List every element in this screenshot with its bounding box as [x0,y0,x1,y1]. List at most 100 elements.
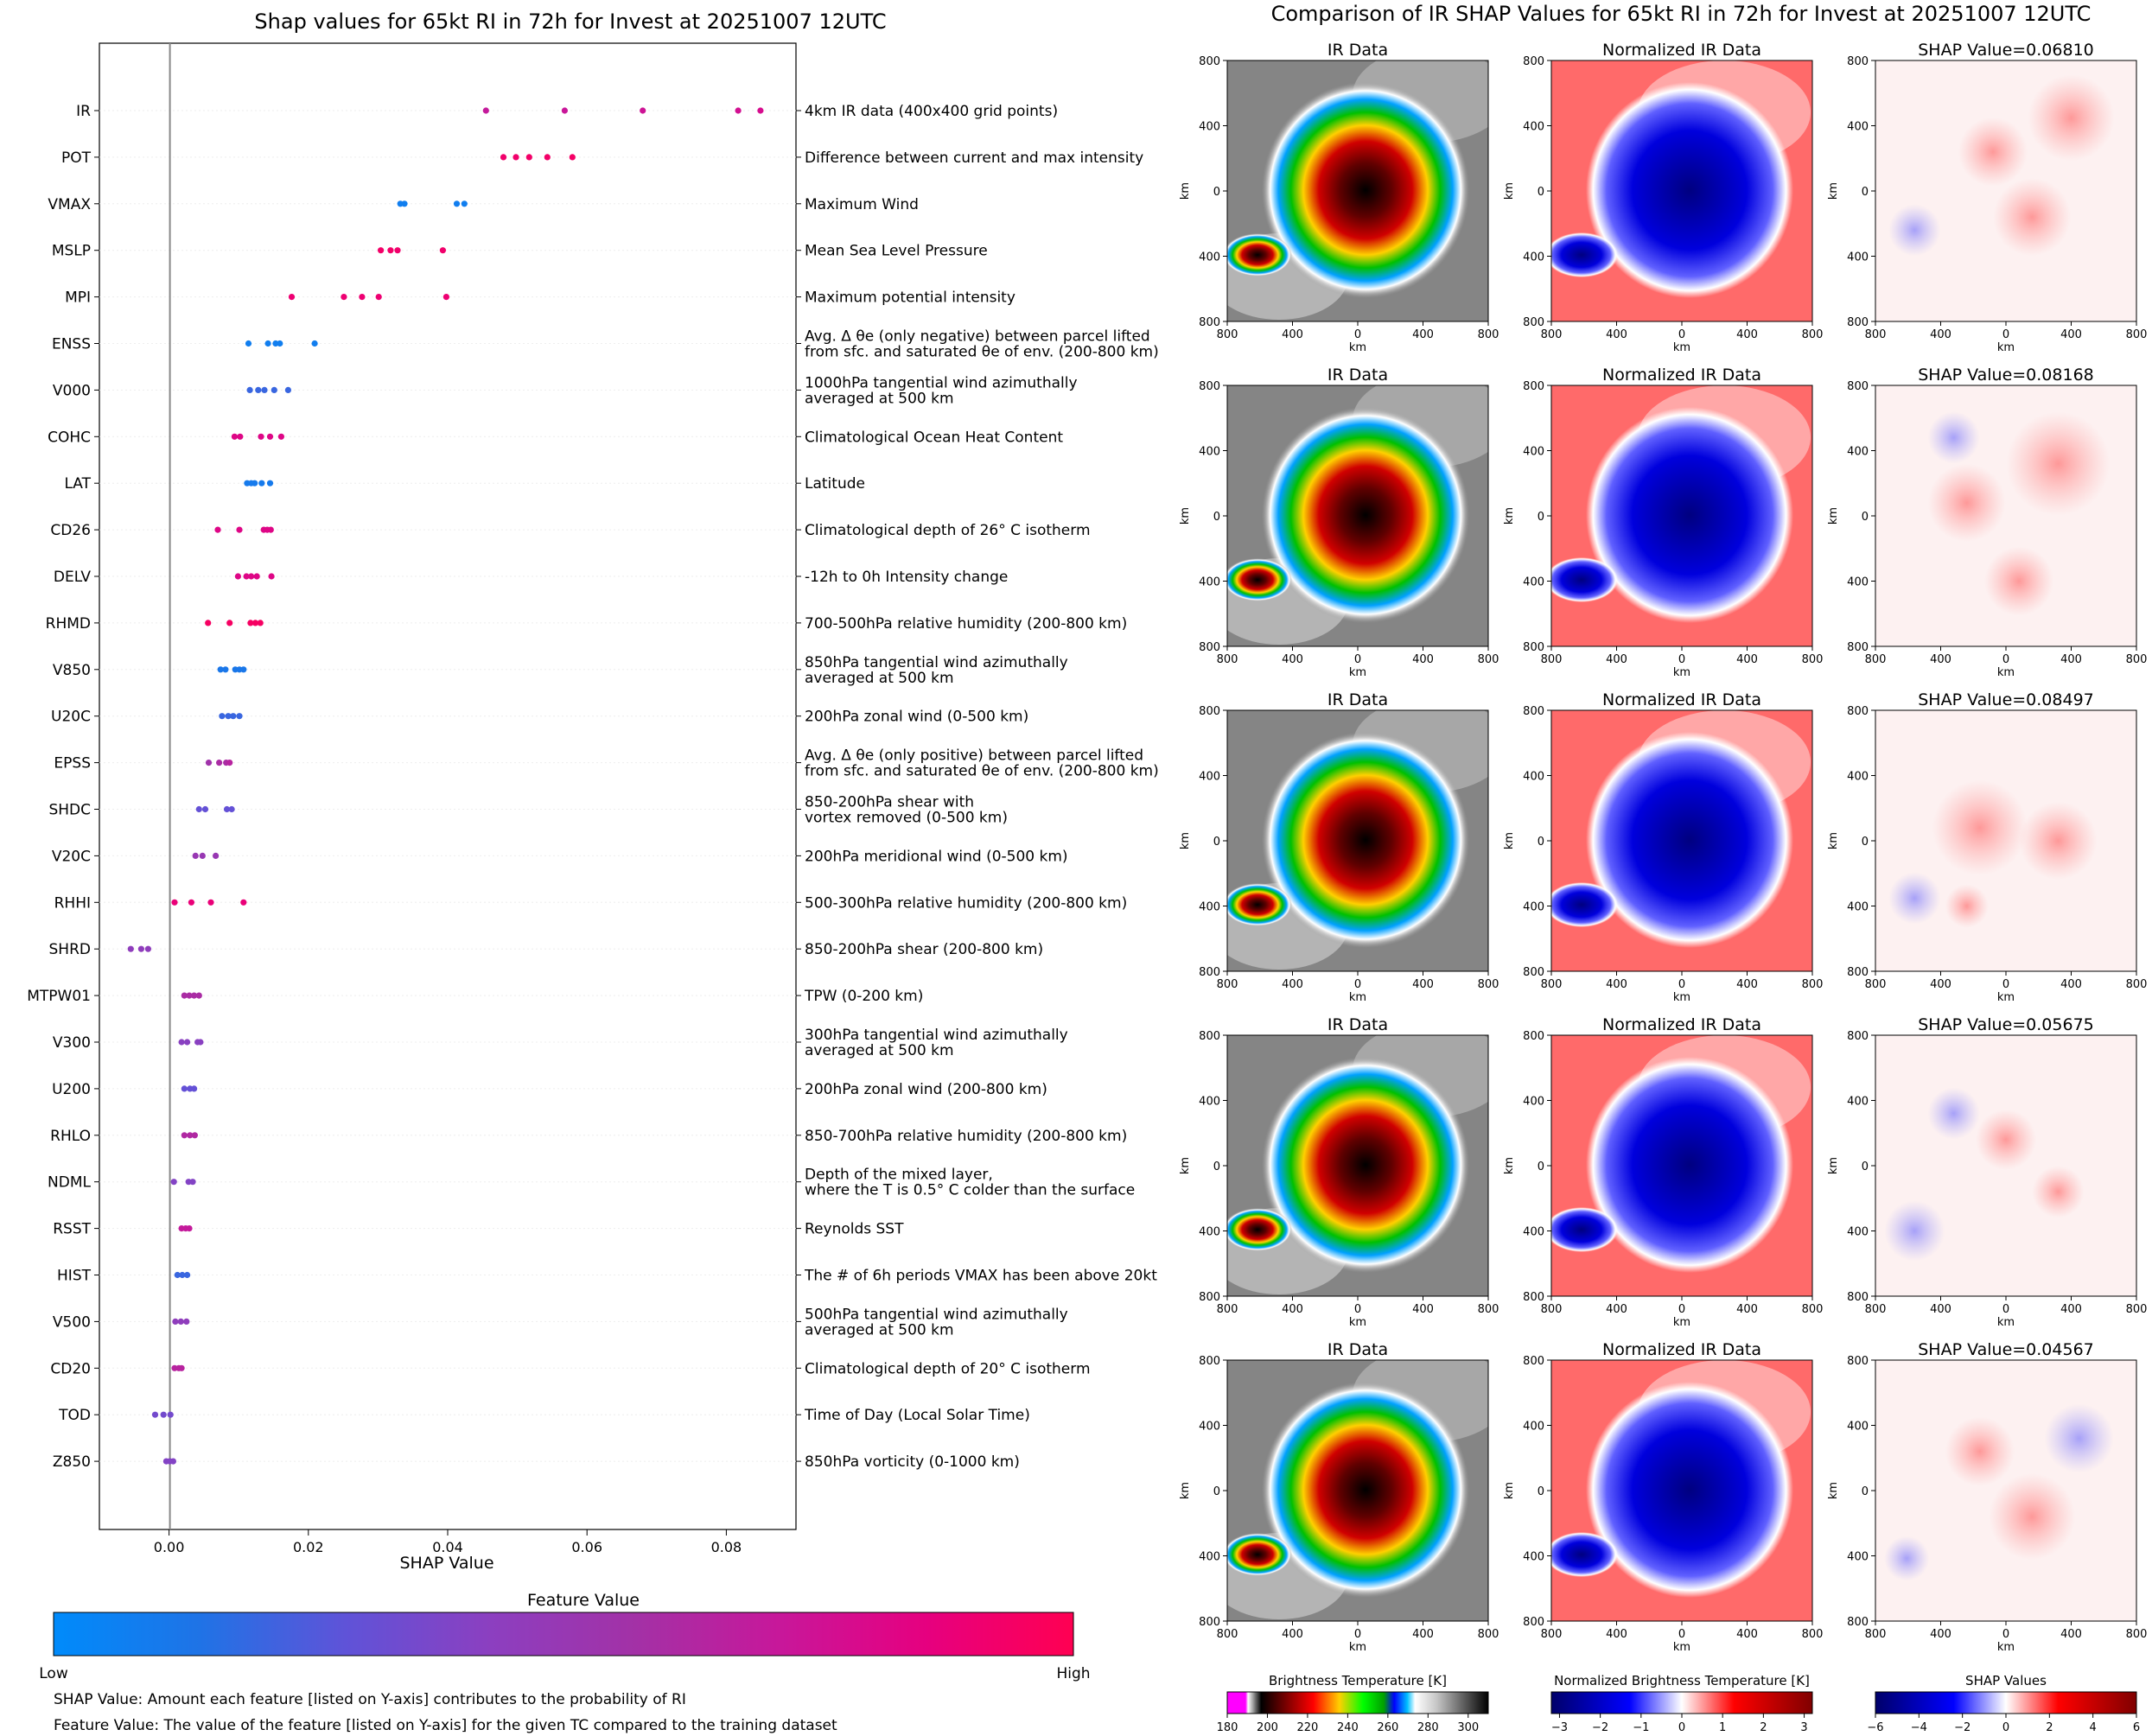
x-axis-label: km [1673,666,1690,679]
x-tick-label: 400 [1606,1303,1627,1316]
y-axis-label: km [1179,507,1192,525]
feature-description: 4km IR data (400x400 grid points) [805,103,1058,120]
shap-rows: IR 4km IR data (400x400 grid points) POT Di… [27,103,1158,1471]
y-axis-label: km [1179,1482,1192,1499]
shap-point [257,620,264,626]
shap-point [258,480,265,486]
shap-image [1875,1360,2136,1621]
y-axis-label: km [1179,832,1192,849]
shap-point [178,1039,185,1046]
x-axis-label: km [1349,341,1366,354]
feature-name: RHLO [50,1128,91,1145]
shap-image [1875,1035,2136,1296]
x-tick-label: 800 [1865,653,1887,666]
x-tick-label: 400 [1412,978,1434,991]
x-tick-label: 800 [2126,1303,2148,1316]
y-tick-label: 400 [1199,1226,1220,1239]
x-tick-label: 400 [2060,1303,2082,1316]
x-tick-label: 800 [1541,978,1563,991]
normalized-ir-image [1551,60,1812,321]
x-tick-label: 0 [1354,653,1361,666]
x-tick-label: 0 [1354,328,1361,341]
feature-name: CD20 [50,1360,91,1377]
y-tick-label: 800 [1523,705,1544,718]
x-tick-label: 0 [2002,653,2009,666]
x-axis-label: km [1349,666,1366,679]
panel-title: SHAP Value=0.04567 [1918,1340,2094,1359]
shap-point [267,526,274,533]
feature-row-ir: IR 4km IR data (400x400 grid points) [76,103,1058,120]
y-tick-label: 400 [1199,1096,1220,1109]
x-tick-label: 400 [1930,1628,1951,1641]
feature-description: 850hPa vorticity (0-1000 km) [805,1453,1020,1471]
feature-description: averaged at 500 km [805,670,954,687]
shap-point [261,386,268,393]
normalized-ir-panel: Normalized IR Data8008004004000040040080… [1503,41,1823,354]
feature-description: from sfc. and saturated θe of env. (200-… [805,344,1158,361]
y-tick-label: 400 [1199,446,1220,459]
shap-point [205,760,213,766]
x-tick-label: 0.06 [571,1539,602,1555]
x-tick-label: 800 [1802,1303,1824,1316]
x-tick-label: 800 [1802,1628,1824,1641]
y-tick-label: 400 [1847,901,1869,914]
y-tick-label: 400 [1523,1421,1544,1434]
y-tick-label: 400 [1523,251,1544,264]
colorbar-tick-label: 3 [1800,1721,1807,1734]
x-axis-label: km [1997,341,2015,354]
y-tick-label: 400 [1199,576,1220,589]
feature-name: U200 [52,1081,91,1098]
normalized-ir-image [1551,385,1812,646]
ir-image [1227,1360,1488,1621]
y-tick-label: 400 [1199,1421,1220,1434]
feature-description: Avg. Δ θe (only positive) between parcel… [805,747,1143,765]
y-axis-label: km [1503,1482,1516,1499]
x-tick-label: 800 [1478,653,1499,666]
shap-image [1875,385,2136,646]
feature-row-shrd: SHRD 850-200hPa shear (200-800 km) [49,941,1044,958]
x-axis-label: km [1997,1316,2015,1329]
shap-x-label: SHAP Value [399,1554,493,1573]
shap-point [186,992,193,999]
feature-row-hist: HIST The # of 6h periods VMAX has been ab… [57,1268,1157,1285]
feature-row-mtpw01: MTPW01 TPW (0-200 km) [27,988,923,1005]
feature-row-epss: EPSS Avg. Δ θe (only positive) between pa… [54,747,1158,780]
shap-point [268,573,275,580]
feature-description: Maximum potential intensity [805,289,1016,307]
x-tick-label: 0.00 [154,1539,185,1555]
y-tick-label: 800 [1847,380,1869,393]
feature-description: Latitude [805,475,865,493]
colorbar-bar [1875,1691,2137,1714]
x-axis-label: km [1349,991,1366,1004]
colorbar-tick-label: −4 [1911,1721,1927,1734]
x-tick-label: 800 [2126,978,2148,991]
feature-name: V000 [53,382,91,399]
feature-name: SHDC [48,802,91,819]
feature-description: 850hPa tangential wind azimuthally [805,654,1068,671]
feature-description: 500-300hPa relative humidity (200-800 km… [805,894,1127,912]
feature-name: Z850 [53,1453,91,1471]
shap-point [569,154,576,161]
shap-point [561,107,569,114]
y-tick-label: 0 [1862,1161,1869,1173]
shap-point [216,760,223,766]
y-tick-label: 800 [1199,316,1220,329]
shap-point [240,666,247,673]
x-tick-label: 400 [1282,978,1303,991]
shap-point [277,340,283,347]
feature-name: RHHI [54,894,91,912]
x-tick-label: 800 [1217,653,1238,666]
shap-plot-area [99,42,797,1530]
feature-row-v300: V300 300hPa tangential wind azimuthallyav… [53,1027,1068,1059]
x-tick-label: 800 [1541,653,1563,666]
feature-row-mslp: MSLP Mean Sea Level Pressure [52,243,988,260]
feature-description: 1000hPa tangential wind azimuthally [805,374,1078,391]
y-tick-label: 0 [1862,186,1869,199]
x-tick-label: 0 [1354,978,1361,991]
y-tick-label: 0 [1538,836,1544,849]
shap-point [222,666,229,673]
shap-point [251,480,258,486]
y-tick-label: 800 [1199,1030,1220,1043]
